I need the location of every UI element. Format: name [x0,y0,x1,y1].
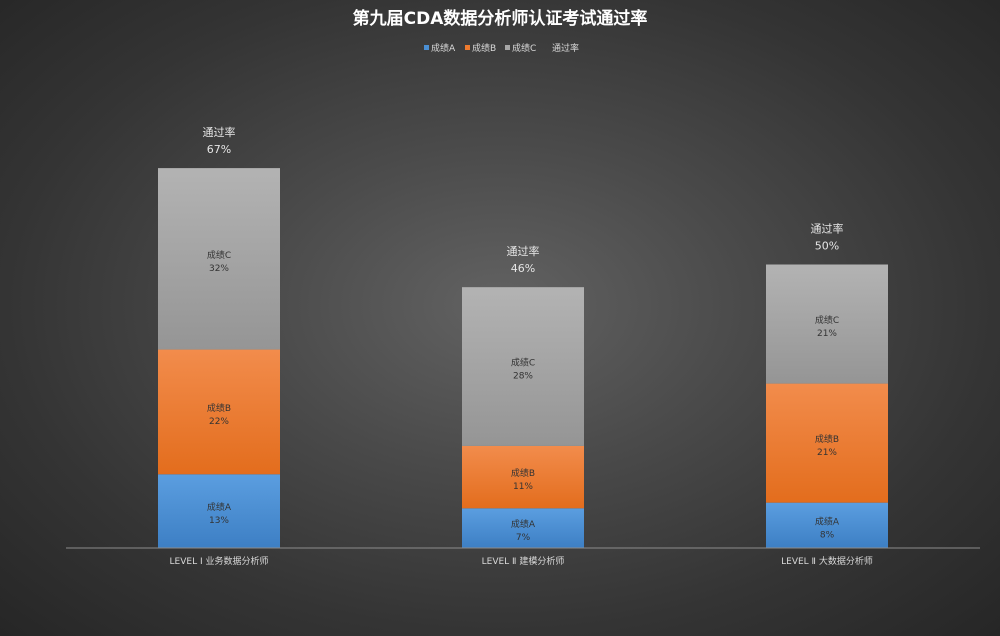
segment-series-label: 成绩A [511,518,536,530]
segment-value-label: 21% [817,448,837,458]
bar-segment [462,287,584,446]
legend-swatch [465,45,470,50]
legend: 成绩A 成绩B 成绩C 通过率 [424,42,579,54]
segment-series-label: 成绩A [207,501,232,513]
segment-series-label: 成绩C [511,357,535,369]
legend-item: 成绩A [424,42,456,54]
bar-segment [158,168,280,350]
legend-label: 成绩C [512,42,536,54]
segment-value-label: 8% [820,530,835,540]
bar-segment [462,445,584,509]
segment-series-label: 成绩A [815,515,840,527]
category-label: LEVEL Ⅱ 建模分析师 [482,555,565,567]
bar-segment [766,383,888,503]
legend-swatch [424,45,429,50]
category-labels: LEVEL Ⅰ 业务数据分析师 LEVEL Ⅱ 建模分析师 LEVEL Ⅱ 大数据分… [170,555,873,567]
segment-value-label: 28% [513,372,533,382]
legend-label: 通过率 [552,42,579,54]
category-label: LEVEL Ⅱ 大数据分析师 [781,555,873,567]
bar-segment [766,502,888,548]
segment-value-label: 11% [513,482,533,492]
chart-title: 第九届CDA数据分析师认证考试通过率 [353,8,648,29]
bars: 成绩A 13% 成绩B 22% 成绩C 32% 通过率 67% 成绩A 7% 成绩B 11% 成绩C 28… [158,125,888,548]
segment-value-label: 22% [209,417,229,427]
total-series-label: 通过率 [811,222,844,236]
bar-stack: 成绩A 7% 成绩B 11% 成绩C 28% 通过率 46% [462,244,584,548]
legend-item: 成绩C [505,42,536,54]
segment-value-label: 13% [209,516,229,526]
segment-series-label: 成绩B [511,467,535,479]
category-label: LEVEL Ⅰ 业务数据分析师 [170,555,269,567]
segment-value-label: 32% [209,264,229,274]
legend-label: 成绩B [472,42,496,54]
bar-segment [462,508,584,548]
bar-stack: 成绩A 13% 成绩B 22% 成绩C 32% 通过率 67% [158,125,280,548]
segment-series-label: 成绩C [207,249,231,261]
legend-item: 成绩B [465,42,496,54]
total-value-label: 50% [815,240,839,253]
legend-label: 成绩A [431,42,456,54]
segment-series-label: 成绩B [207,402,231,414]
total-series-label: 通过率 [203,125,236,139]
segment-value-label: 7% [516,533,531,543]
total-value-label: 46% [511,262,535,275]
total-series-label: 通过率 [507,244,540,258]
bar-stack: 成绩A 8% 成绩B 21% 成绩C 21% 通过率 50% [766,222,888,548]
bar-segment [158,349,280,475]
legend-item: 通过率 [552,42,579,54]
legend-swatch [505,45,510,50]
segment-series-label: 成绩C [815,314,839,326]
bar-segment [158,474,280,548]
bar-segment [766,264,888,384]
total-value-label: 67% [207,143,231,156]
segment-value-label: 21% [817,329,837,339]
segment-series-label: 成绩B [815,433,839,445]
